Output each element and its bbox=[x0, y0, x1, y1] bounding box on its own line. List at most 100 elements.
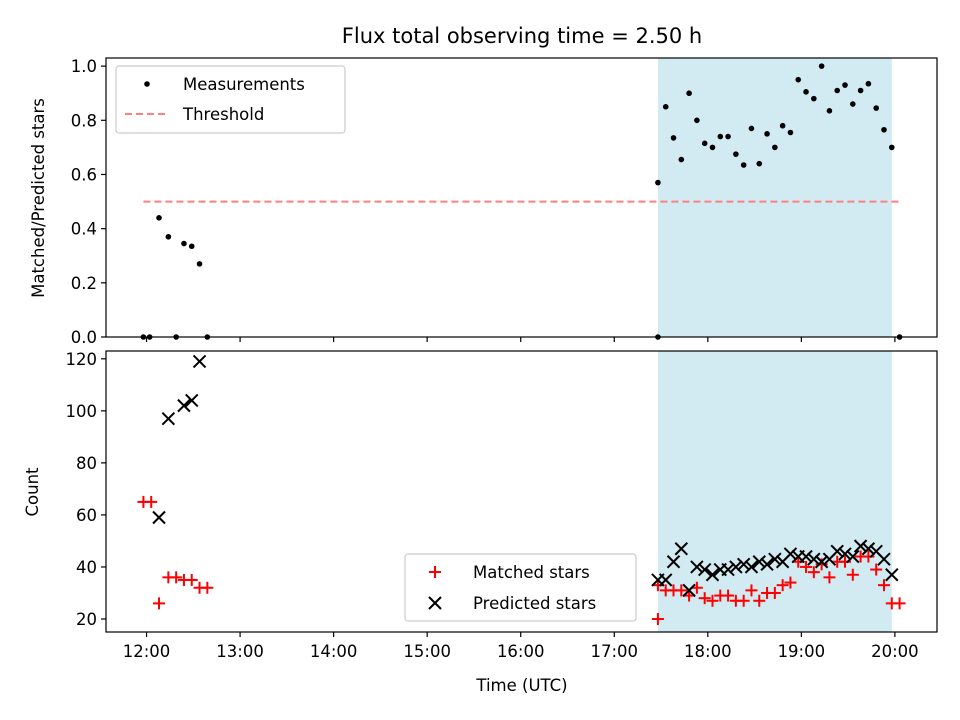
predicted-stars-point bbox=[838, 547, 852, 561]
measurements-point bbox=[725, 133, 731, 140]
y-tick-label: 120 bbox=[66, 350, 98, 369]
predicted-stars-point bbox=[705, 568, 720, 582]
measurements-point bbox=[165, 233, 172, 240]
y-tick-label: 100 bbox=[66, 402, 98, 421]
measurements-point bbox=[686, 90, 692, 97]
panel-ratio-frame bbox=[105, 57, 938, 338]
measurements-point bbox=[156, 215, 162, 221]
y-tick-label: 40 bbox=[76, 558, 97, 577]
measurements-point bbox=[733, 151, 739, 157]
predicted-stars-point bbox=[666, 555, 681, 569]
measurements-point bbox=[740, 162, 747, 168]
measurements-point bbox=[857, 87, 864, 94]
predicted-stars-point bbox=[783, 547, 798, 561]
matched-stars-point bbox=[776, 579, 789, 592]
predicted-stars-point bbox=[830, 544, 844, 559]
matched-stars-point bbox=[768, 586, 781, 599]
predicted-stars-point bbox=[674, 542, 689, 556]
measurements-point bbox=[881, 126, 887, 133]
y-tick-label: 0.6 bbox=[71, 165, 97, 184]
measurements-point bbox=[694, 117, 700, 124]
predicted-stars-point bbox=[697, 562, 712, 577]
matched-stars-point bbox=[706, 594, 719, 607]
legend-matched-label: Matched stars bbox=[473, 563, 590, 582]
measurements-point bbox=[188, 243, 195, 250]
measurements-point bbox=[873, 105, 879, 111]
measurements-point bbox=[717, 133, 724, 140]
measurements-point bbox=[850, 101, 856, 107]
legend-matched-marker bbox=[429, 566, 441, 578]
predicted-stars-point bbox=[885, 568, 899, 582]
matched-stars-point bbox=[745, 584, 758, 597]
measurements-point bbox=[842, 82, 848, 88]
measurements-point bbox=[826, 108, 833, 114]
measurements-point bbox=[196, 261, 203, 267]
measurements-point bbox=[834, 87, 841, 94]
x-tick-label: 16:00 bbox=[497, 642, 545, 661]
predicted-stars-point bbox=[853, 539, 868, 553]
x-tick-label: 20:00 bbox=[871, 642, 919, 661]
predicted-stars-point bbox=[877, 552, 891, 566]
legend-predicted-marker bbox=[428, 596, 442, 610]
y-axis-label-ratio: Matched/Predicted stars bbox=[29, 98, 48, 298]
matched-stars-point bbox=[893, 597, 906, 610]
legend-measurements-label: Measurements bbox=[183, 75, 305, 94]
measurements-point bbox=[670, 135, 677, 141]
legend-ratio: Measurements Threshold bbox=[115, 65, 346, 134]
legend-predicted-label: Predicted stars bbox=[473, 594, 596, 613]
predicted-stars-point bbox=[161, 411, 176, 426]
measurements-point bbox=[709, 144, 716, 151]
y-tick-label: 0.2 bbox=[71, 274, 97, 293]
matched-stars-point bbox=[877, 579, 890, 592]
measurements-point bbox=[811, 95, 817, 102]
legend-measurements-marker bbox=[144, 81, 150, 87]
matched-stars-point bbox=[145, 495, 158, 508]
x-tick-label: 15:00 bbox=[403, 642, 451, 661]
predicted-stars-point bbox=[721, 562, 735, 577]
predicted-stars-point bbox=[752, 555, 766, 569]
matched-stars-point bbox=[737, 594, 750, 607]
y-tick-label: 0.0 bbox=[71, 328, 97, 347]
x-tick-label: 18:00 bbox=[684, 642, 732, 661]
measurements-point bbox=[764, 131, 770, 137]
measurements-point bbox=[818, 63, 825, 69]
matched-stars-point bbox=[722, 589, 735, 602]
predicted-stars-point bbox=[690, 560, 704, 574]
matched-stars-point bbox=[870, 563, 883, 576]
matched-stars-point bbox=[807, 566, 820, 579]
predicted-stars-point bbox=[799, 549, 813, 564]
measurements-point bbox=[772, 144, 778, 151]
measurements-point bbox=[678, 156, 685, 163]
measurements-point bbox=[795, 76, 802, 83]
predicted-stars-point bbox=[768, 552, 782, 566]
measurements-point bbox=[655, 179, 661, 186]
chart-title: Flux total observing time = 2.50 h bbox=[342, 24, 702, 48]
matched-stars-point bbox=[800, 560, 813, 573]
predicted-stars-point bbox=[192, 354, 207, 369]
measurements-point bbox=[779, 122, 786, 129]
y-tick-label: 1.0 bbox=[71, 57, 97, 76]
predicted-stars-point bbox=[846, 549, 860, 564]
measurements-point bbox=[662, 103, 669, 110]
panel-ratio: 0.0 0.2 0.4 0.6 0.8 1.0 Matched/Predicted sta… bbox=[29, 57, 938, 347]
measurements-point bbox=[888, 144, 895, 151]
measurements-point bbox=[756, 160, 763, 167]
matched-stars-point bbox=[675, 584, 688, 597]
measurements-point bbox=[748, 125, 755, 132]
predicted-stars-point bbox=[682, 583, 696, 598]
x-tick-label: 13:00 bbox=[216, 642, 264, 661]
predicted-stars-point bbox=[177, 398, 191, 413]
matched-stars-point bbox=[651, 612, 664, 625]
legend-counts: Matched stars Predicted stars bbox=[404, 553, 637, 622]
matched-stars-point bbox=[753, 594, 766, 607]
y-tick-label: 0.4 bbox=[71, 220, 97, 239]
predicted-stars-point bbox=[760, 557, 774, 572]
y-tick-label: 60 bbox=[76, 506, 97, 525]
predicted-stars-point bbox=[744, 560, 759, 574]
panel-counts: 12:00 13:00 14:00 15:00 16:00 17:00 18:00 19:00… bbox=[23, 350, 938, 695]
matched-stars-point bbox=[170, 571, 183, 584]
predicted-stars-point bbox=[861, 542, 876, 556]
measurements-point bbox=[701, 140, 708, 147]
measurements-point bbox=[865, 80, 872, 87]
